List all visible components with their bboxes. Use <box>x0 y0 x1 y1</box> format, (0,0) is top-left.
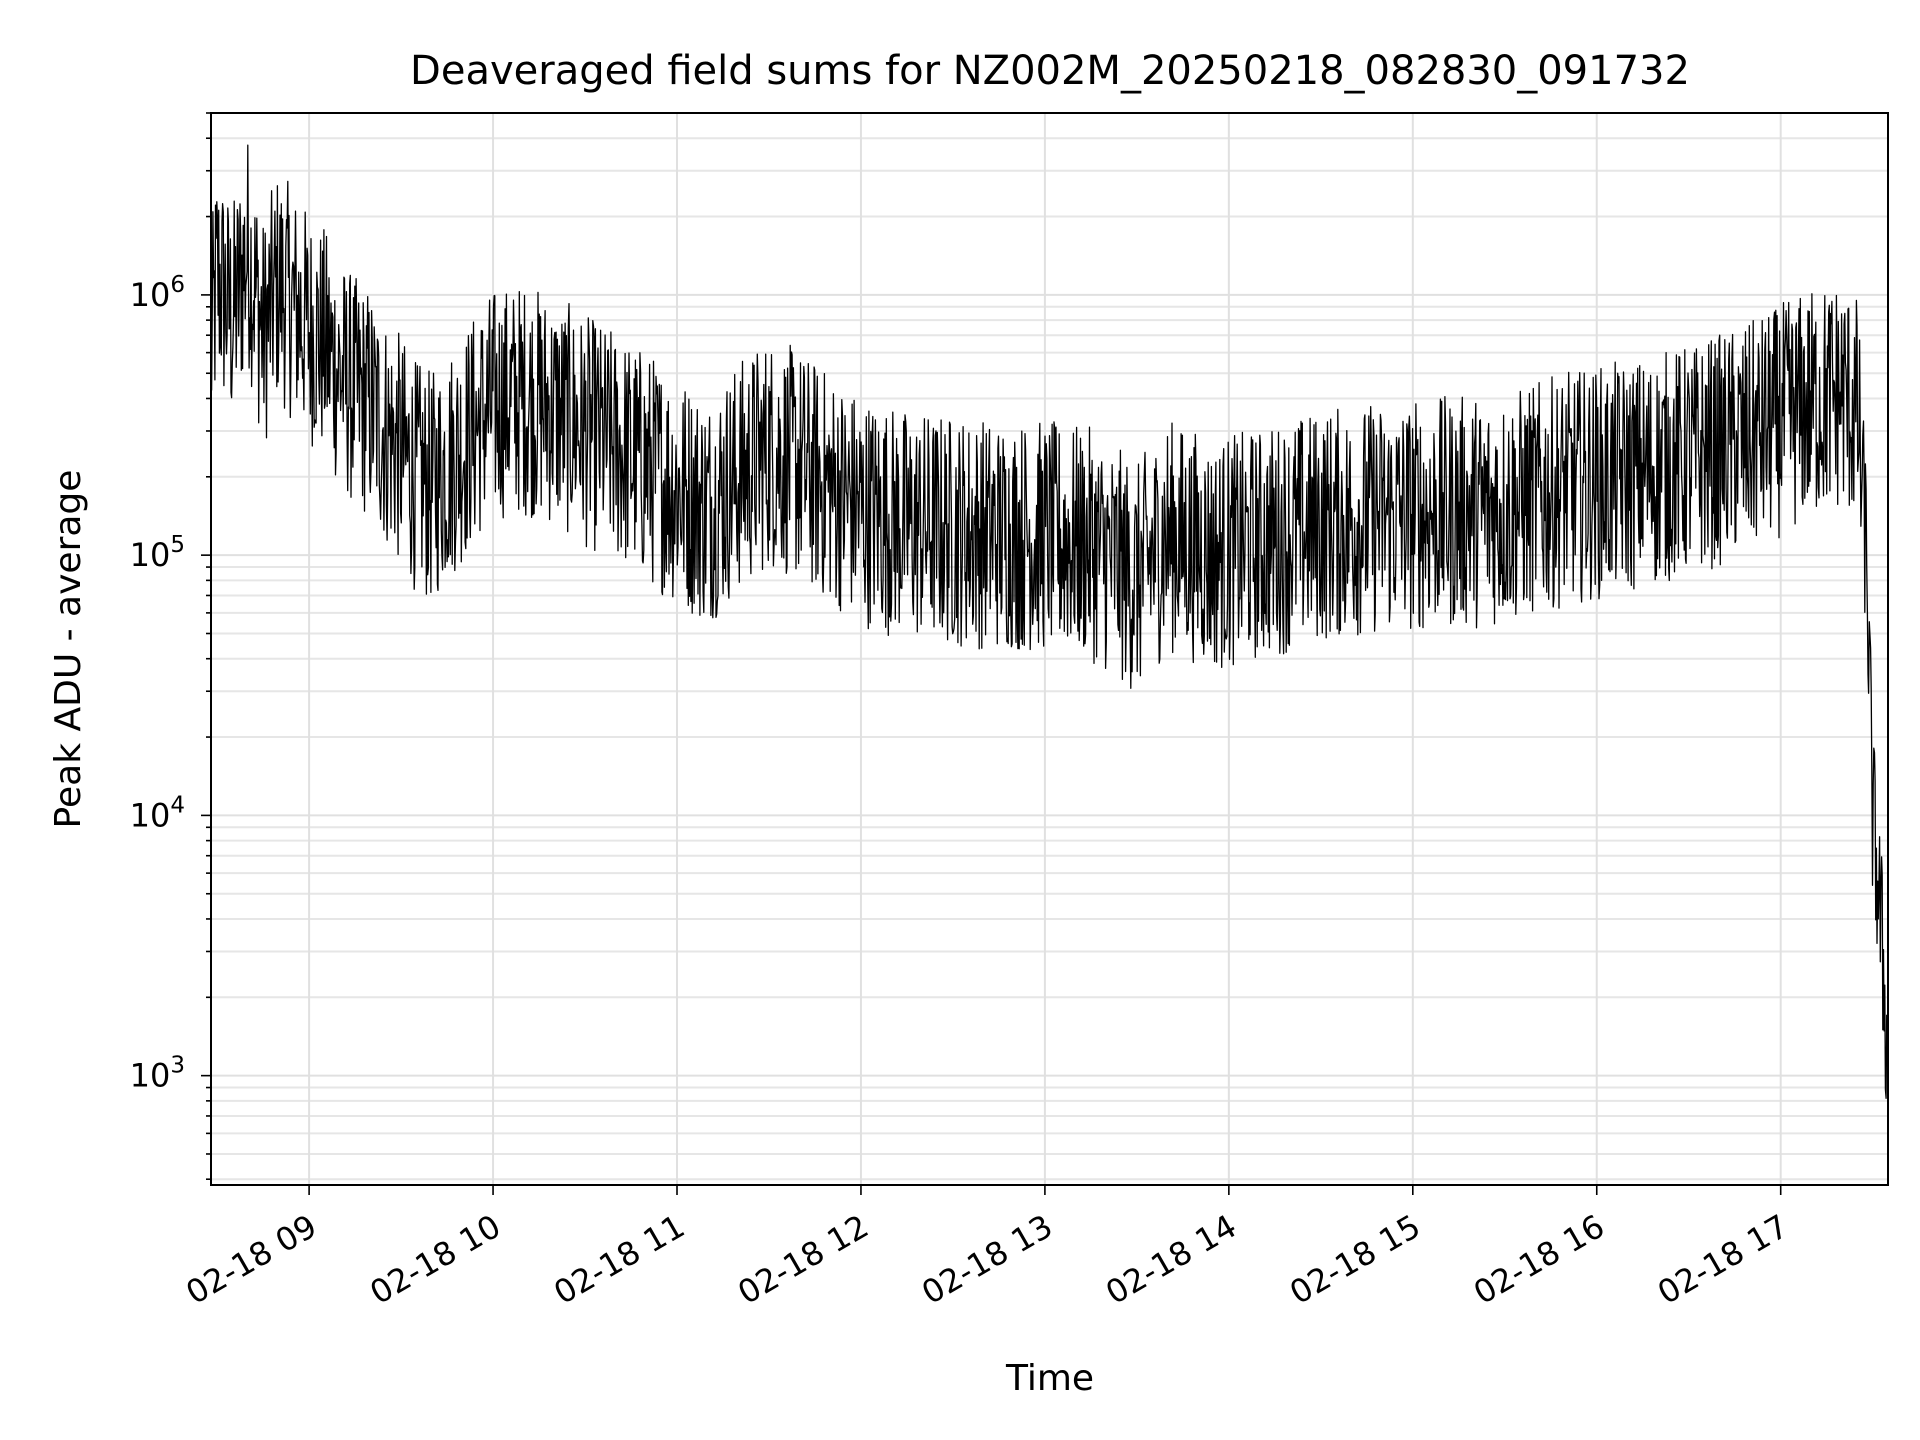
x-tick-label: 02-18 10 <box>363 1207 507 1312</box>
plot-frame <box>210 112 1889 1186</box>
y-tick-label: 105 <box>130 532 185 574</box>
x-axis-label: Time <box>1005 1358 1094 1399</box>
chart-title: Deaveraged field sums for NZ002M_2025021… <box>410 48 1690 94</box>
y-tick-label: 106 <box>130 272 185 314</box>
x-tick-label: 02-18 17 <box>1651 1207 1795 1312</box>
y-tick-label: 104 <box>130 792 185 834</box>
grid <box>211 112 1888 1185</box>
series-line <box>210 144 1889 1113</box>
x-tick-label: 02-18 09 <box>180 1207 324 1312</box>
x-tick-label: 02-18 15 <box>1283 1207 1427 1312</box>
y-axis-label: Peak ADU - average <box>48 470 89 829</box>
series-layer <box>210 144 1889 1113</box>
x-tick-label: 02-18 13 <box>915 1207 1059 1312</box>
y-tick-label: 103 <box>130 1053 185 1095</box>
x-tick-label: 02-18 11 <box>547 1207 691 1312</box>
x-tick-label: 02-18 14 <box>1099 1207 1243 1312</box>
ticks <box>201 112 1782 1195</box>
x-tick-label: 02-18 12 <box>731 1207 875 1312</box>
x-tick-label: 02-18 16 <box>1467 1207 1611 1312</box>
